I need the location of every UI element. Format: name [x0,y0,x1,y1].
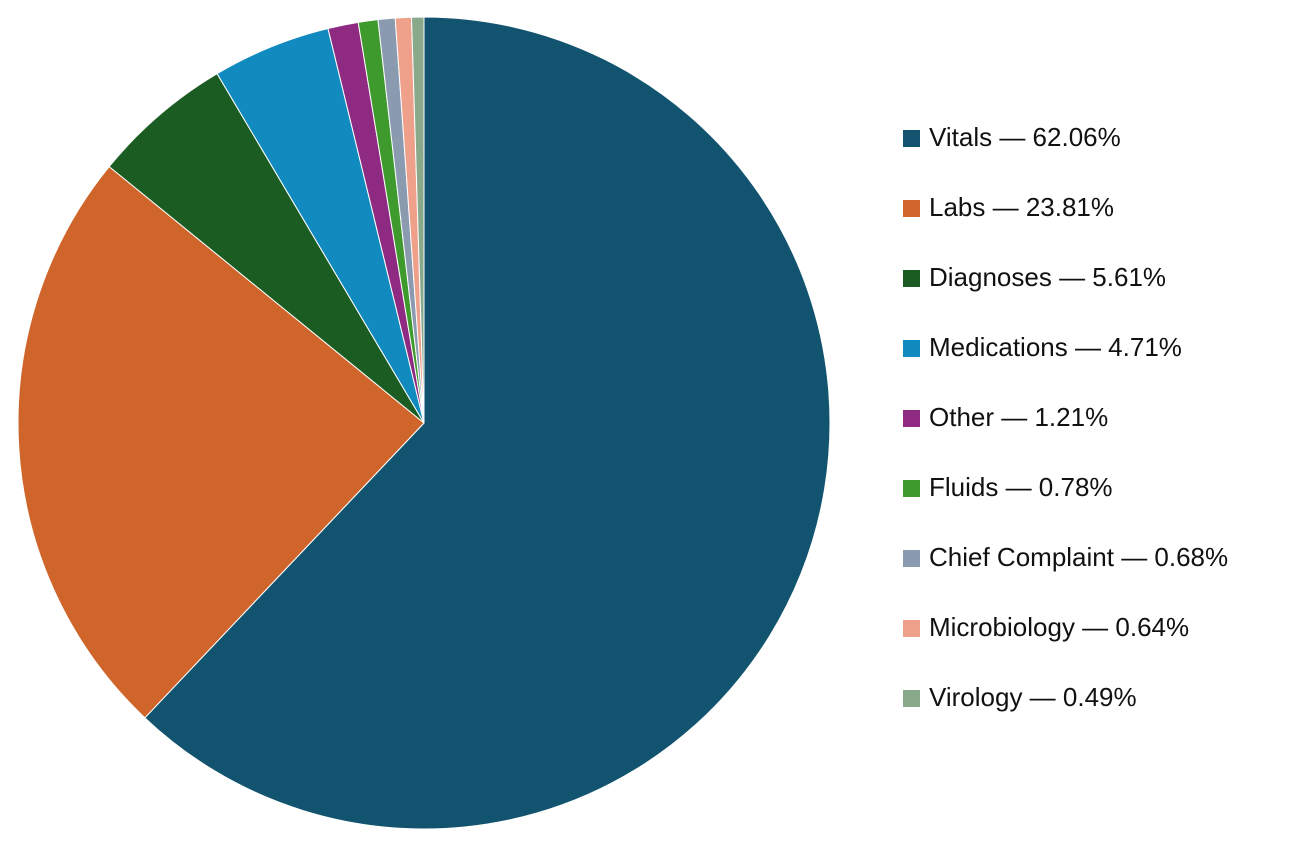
legend-label: Microbiology — 0.64% [929,612,1189,642]
legend-label: Medications — 4.71% [929,332,1182,362]
legend-label: Other — 1.21% [929,402,1108,432]
legend-swatch [903,340,920,357]
legend-swatch [903,200,920,217]
legend-label: Chief Complaint — 0.68% [929,542,1228,572]
legend-label: Diagnoses — 5.61% [929,262,1166,292]
pie-slice [410,16,425,424]
legend-swatch [903,620,920,637]
legend-swatch [903,130,920,147]
legend-swatch [903,270,920,287]
pie-slice [17,165,425,719]
legend-label: Labs — 23.81% [929,192,1114,222]
legend-label: Vitals — 62.06% [929,122,1121,152]
pie-slice [144,16,831,830]
pie-slice [108,72,425,424]
legend-label: Virology — 0.49% [929,682,1137,712]
legend-label: Fluids — 0.78% [929,472,1113,502]
legend-swatch [903,550,920,567]
legend-swatch [903,480,920,497]
legend-swatch [903,690,920,707]
legend-swatch [903,410,920,427]
